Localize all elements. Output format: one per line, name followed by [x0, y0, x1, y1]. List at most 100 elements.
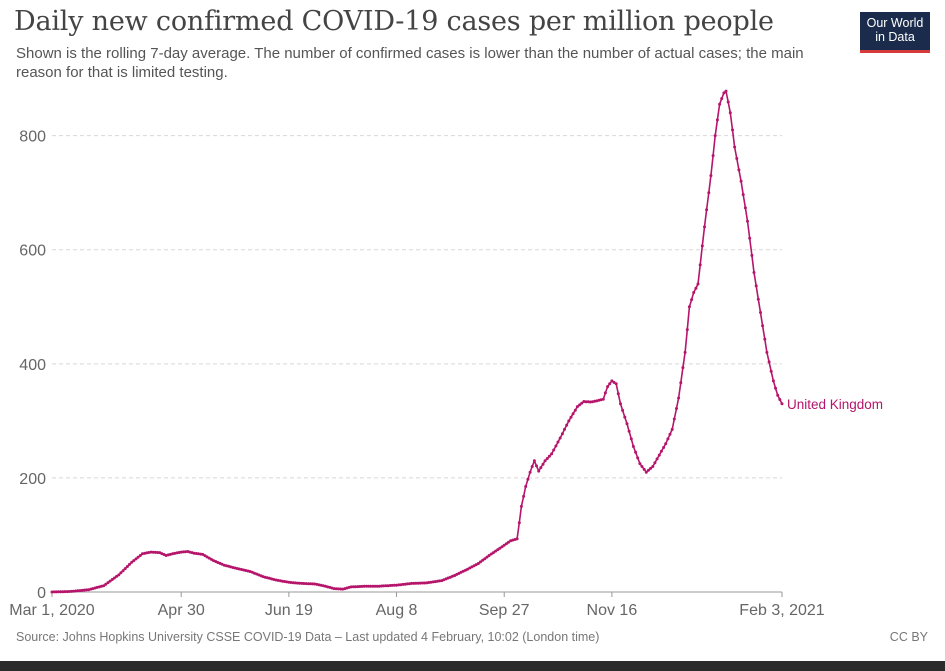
data-point	[429, 580, 433, 584]
chart-subtitle: Shown is the rolling 7-day average. The …	[16, 45, 804, 81]
data-point	[705, 208, 709, 212]
license-label[interactable]: CC BY	[889, 630, 928, 644]
data-point	[580, 401, 584, 405]
data-point	[108, 579, 112, 583]
x-tick-label: Nov 16	[587, 602, 638, 619]
data-point	[362, 584, 366, 588]
data-point	[298, 581, 302, 585]
data-point	[539, 466, 543, 470]
logo-line-1: Our World	[866, 16, 924, 30]
data-point	[524, 485, 528, 488]
data-point	[420, 581, 424, 585]
data-point	[578, 403, 582, 407]
data-point	[132, 559, 136, 563]
data-point	[756, 297, 760, 301]
data-point	[487, 554, 491, 557]
data-point	[504, 542, 508, 546]
data-point	[72, 589, 75, 593]
data-point	[552, 448, 556, 452]
x-tick-label: Aug 8	[376, 602, 418, 619]
data-point	[560, 432, 564, 436]
data-point	[130, 560, 134, 564]
data-point	[334, 587, 338, 591]
data-point	[769, 369, 773, 373]
data-point	[698, 263, 702, 267]
data-point	[614, 382, 618, 386]
data-point	[80, 588, 84, 592]
data-point	[571, 412, 575, 416]
data-point	[608, 382, 612, 386]
data-point	[192, 551, 196, 555]
y-tick-label: 600	[19, 243, 46, 260]
data-point	[711, 154, 715, 158]
data-point	[196, 552, 200, 556]
data-point	[672, 417, 676, 421]
chart-title: Daily new confirmed COVID-19 cases per m…	[14, 6, 774, 37]
data-point	[418, 581, 422, 585]
data-point	[371, 584, 375, 588]
data-point	[638, 462, 642, 466]
data-point	[498, 546, 502, 550]
data-point	[771, 379, 775, 383]
data-point	[128, 562, 131, 566]
data-point	[631, 445, 635, 448]
data-point	[754, 284, 758, 288]
data-point	[659, 449, 663, 453]
data-point	[737, 168, 741, 172]
data-point	[765, 350, 769, 354]
data-point	[519, 504, 523, 508]
data-point	[724, 89, 728, 93]
data-point	[50, 590, 54, 594]
data-point	[629, 437, 633, 441]
data-point	[156, 551, 159, 554]
data-point	[610, 379, 614, 383]
x-tick-label: Apr 30	[158, 602, 205, 619]
data-point	[694, 286, 698, 290]
data-point	[106, 581, 110, 585]
data-point	[541, 462, 545, 466]
data-point	[535, 464, 538, 468]
data-point	[743, 206, 747, 210]
data-point	[616, 392, 620, 396]
data-point	[112, 576, 116, 580]
data-point	[179, 550, 183, 554]
data-point	[121, 569, 125, 573]
data-point	[573, 408, 577, 412]
data-point	[494, 549, 498, 553]
source-note[interactable]: Source: Johns Hopkins University CSSE CO…	[16, 630, 600, 644]
data-point	[636, 456, 640, 460]
data-point	[588, 400, 592, 404]
data-point	[110, 578, 114, 581]
data-point	[354, 585, 358, 589]
data-point	[336, 587, 340, 591]
data-point	[54, 590, 58, 594]
data-point	[377, 584, 381, 588]
owid-logo[interactable]: Our World in Data	[860, 12, 930, 53]
data-point	[438, 579, 442, 583]
data-point	[774, 386, 777, 390]
data-point	[767, 360, 771, 364]
data-point	[410, 581, 414, 585]
data-point	[201, 552, 205, 556]
data-point	[414, 581, 418, 585]
x-tick-label: Sep 27	[479, 602, 530, 619]
data-point	[567, 419, 571, 423]
data-point	[369, 584, 373, 588]
data-point	[612, 380, 616, 384]
data-point	[728, 111, 732, 115]
data-point	[761, 324, 765, 328]
data-point	[364, 584, 368, 588]
y-tick-label: 200	[19, 471, 46, 488]
logo-line-2: in Data	[875, 30, 915, 44]
data-point	[735, 157, 739, 160]
data-point	[640, 465, 644, 468]
data-point	[690, 298, 694, 302]
data-point	[280, 579, 284, 583]
data-point	[675, 407, 678, 410]
data-point	[308, 582, 312, 586]
data-point	[134, 557, 138, 561]
data-point	[373, 584, 377, 588]
data-point	[687, 305, 691, 309]
data-point	[367, 584, 370, 588]
x-tick-label: Feb 3, 2021	[739, 602, 825, 619]
